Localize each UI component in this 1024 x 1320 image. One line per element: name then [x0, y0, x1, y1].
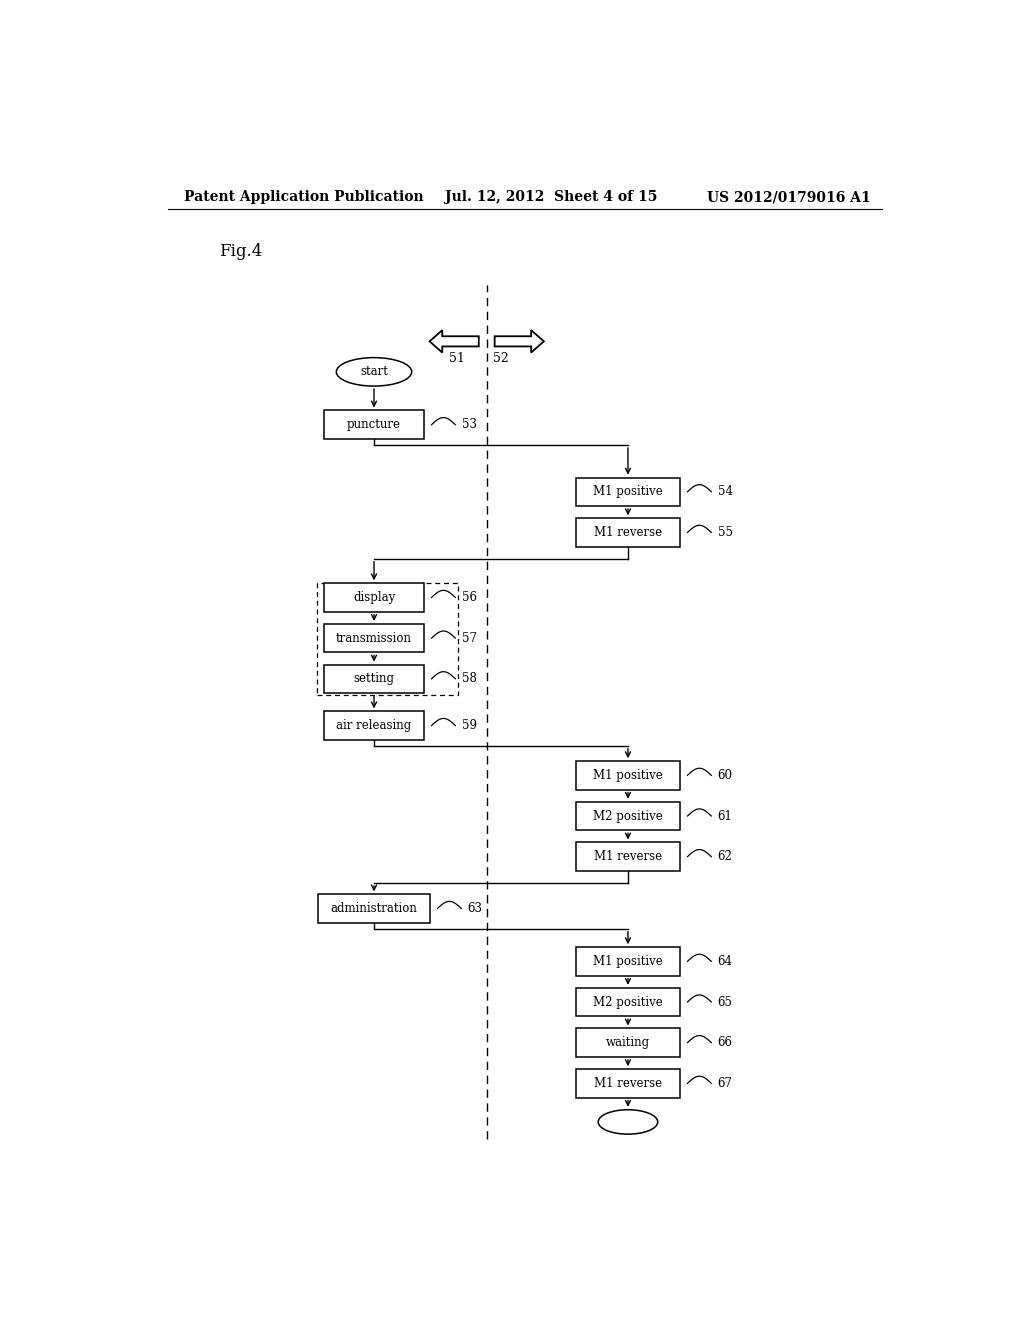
Bar: [577, 1069, 680, 1097]
Text: Patent Application Publication: Patent Application Publication: [183, 190, 423, 205]
Text: M1 positive: M1 positive: [593, 954, 663, 968]
Bar: [577, 987, 680, 1016]
Bar: [318, 894, 430, 923]
Text: M1 positive: M1 positive: [593, 486, 663, 498]
Text: 64: 64: [718, 954, 732, 968]
Ellipse shape: [336, 358, 412, 385]
Bar: [577, 842, 680, 871]
Text: transmission: transmission: [336, 632, 412, 644]
Text: 53: 53: [462, 418, 477, 432]
Text: M2 positive: M2 positive: [593, 995, 663, 1008]
Bar: [577, 948, 680, 975]
Bar: [325, 411, 424, 440]
Text: 59: 59: [462, 719, 477, 733]
Text: M2 positive: M2 positive: [593, 809, 663, 822]
FancyArrow shape: [430, 330, 479, 352]
Text: start: start: [360, 366, 388, 379]
Text: 65: 65: [718, 995, 732, 1008]
Text: 60: 60: [718, 768, 732, 781]
Text: M1 reverse: M1 reverse: [594, 850, 663, 863]
Text: waiting: waiting: [606, 1036, 650, 1049]
Text: 61: 61: [718, 809, 732, 822]
Bar: [577, 478, 680, 506]
Text: M1 reverse: M1 reverse: [594, 1077, 663, 1090]
Text: setting: setting: [353, 672, 394, 685]
Bar: [325, 624, 424, 652]
Bar: [325, 664, 424, 693]
FancyArrow shape: [495, 330, 544, 352]
Text: air releasing: air releasing: [337, 719, 412, 733]
Ellipse shape: [598, 1110, 657, 1134]
Text: 55: 55: [718, 525, 732, 539]
Bar: [325, 711, 424, 739]
Text: Jul. 12, 2012  Sheet 4 of 15: Jul. 12, 2012 Sheet 4 of 15: [445, 190, 657, 205]
Text: 66: 66: [718, 1036, 732, 1049]
Text: 52: 52: [494, 352, 509, 366]
Bar: [577, 519, 680, 546]
Text: M1 positive: M1 positive: [593, 768, 663, 781]
Text: 54: 54: [718, 486, 732, 498]
Bar: [577, 801, 680, 830]
Text: 63: 63: [468, 902, 482, 915]
Text: administration: administration: [331, 902, 418, 915]
Text: US 2012/0179016 A1: US 2012/0179016 A1: [708, 190, 871, 205]
Text: Fig.4: Fig.4: [219, 243, 262, 260]
Text: 58: 58: [462, 672, 476, 685]
Text: 51: 51: [450, 352, 465, 366]
Text: 56: 56: [462, 591, 477, 605]
Text: display: display: [353, 591, 395, 605]
Text: 67: 67: [718, 1077, 732, 1090]
Bar: [577, 1028, 680, 1057]
Bar: [325, 583, 424, 611]
Text: 57: 57: [462, 632, 477, 644]
Text: 62: 62: [718, 850, 732, 863]
Bar: [577, 762, 680, 789]
Text: M1 reverse: M1 reverse: [594, 525, 663, 539]
Bar: [316, 583, 458, 696]
Text: puncture: puncture: [347, 418, 401, 432]
